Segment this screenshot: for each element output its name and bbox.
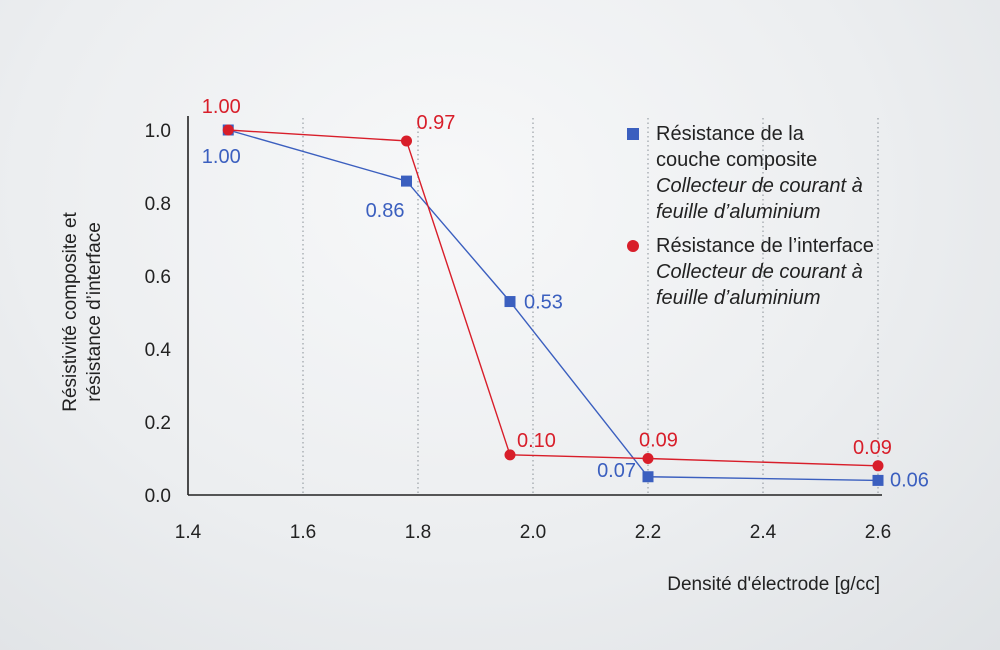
data-label: 0.09 — [853, 437, 892, 459]
data-point-circle — [642, 453, 654, 464]
legend-marker-square — [627, 128, 639, 140]
legend-marker-circle — [627, 240, 639, 252]
data-label: 0.10 — [517, 430, 556, 452]
legend-label: couche composite — [656, 149, 817, 171]
legend-sublabel: feuille d’aluminium — [656, 287, 821, 309]
data-label: 1.00 — [202, 146, 241, 168]
data-point-circle — [222, 124, 234, 136]
series: 1.00 0.86 0.53 0.07 0.06 1.00 0.97 0.10 0.09 0.09 — [202, 96, 929, 491]
data-point-circle — [872, 460, 884, 472]
x-tick-label: 1.4 — [175, 522, 202, 543]
y-tick-label: 0.8 — [145, 194, 171, 215]
legend-label: Résistance de l’interface — [656, 235, 874, 257]
data-point-square — [872, 474, 884, 486]
data-point-square — [401, 175, 412, 187]
legend: Résistance de la couche composite Collecte… — [627, 123, 874, 309]
legend-sublabel: Collecteur de courant à — [656, 175, 863, 197]
y-tick-label: 0.6 — [145, 267, 171, 288]
x-tick-label: 1.8 — [405, 522, 431, 543]
series-composite: 1.00 0.86 0.53 0.07 0.06 — [202, 124, 929, 491]
x-axis-label: Densité d'électrode [g/cc] — [667, 574, 880, 595]
x-tick-label: 2.6 — [865, 522, 891, 543]
data-point-circle — [401, 135, 412, 147]
data-point-circle — [504, 449, 516, 461]
x-tick-label: 2.2 — [635, 522, 661, 543]
y-tick-label: 0.4 — [145, 340, 172, 361]
legend-label: Résistance de la — [656, 123, 805, 145]
legend-sublabel: Collecteur de courant à — [656, 261, 863, 283]
x-tick-label: 1.6 — [290, 522, 316, 543]
y-tick-label: 1.0 — [145, 121, 171, 142]
x-tick-label: 2.0 — [520, 522, 546, 543]
y-tick-label: 0.2 — [145, 413, 171, 434]
data-point-square — [504, 296, 516, 308]
data-label: 0.97 — [417, 112, 456, 134]
data-point-square — [642, 471, 654, 483]
data-label: 0.06 — [890, 469, 929, 491]
data-label: 1.00 — [202, 96, 241, 118]
y-axis-label-line-1: Résistivité composite et — [60, 211, 81, 411]
series-interface: 1.00 0.97 0.10 0.09 0.09 — [202, 96, 892, 472]
y-axis-label-line-2: résistance d’interface — [84, 222, 105, 402]
x-tick-label: 2.4 — [750, 522, 777, 543]
legend-sublabel: feuille d’aluminium — [656, 201, 821, 223]
y-tick-label: 0.0 — [145, 486, 171, 507]
data-label: 0.07 — [597, 460, 636, 482]
data-label: 0.09 — [639, 430, 678, 452]
data-label: 0.86 — [366, 200, 405, 222]
legend-item-interface: Résistance de l’interface Collecteur de c… — [627, 235, 874, 309]
x-tick-labels: 1.4 1.6 1.8 2.0 2.2 2.4 2.6 — [175, 522, 891, 543]
legend-item-composite: Résistance de la couche composite Collecte… — [627, 123, 863, 223]
data-label: 0.53 — [524, 292, 563, 314]
axes — [187, 116, 882, 496]
y-tick-labels: 0.0 0.2 0.4 0.6 0.8 1.0 — [145, 121, 172, 507]
